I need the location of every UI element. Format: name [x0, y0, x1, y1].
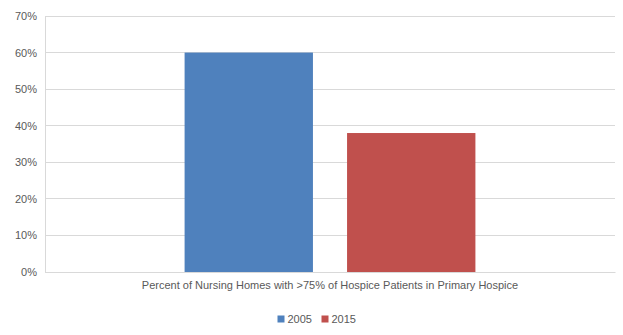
y-axis: 0% 10% 20% 30% 40% 50% 60% 70% — [15, 10, 46, 278]
legend-swatch — [322, 316, 329, 323]
bars — [185, 53, 476, 272]
grid-line — [45, 16, 615, 17]
grid-line — [45, 89, 615, 90]
y-tick: 20% — [15, 193, 45, 205]
y-tick: 10% — [15, 229, 45, 241]
y-tick: 50% — [15, 83, 45, 95]
legend: 2005 2015 — [278, 313, 356, 325]
grid-line — [45, 125, 615, 126]
y-tick-label: 50% — [15, 83, 37, 95]
y-tick: 60% — [15, 47, 45, 59]
legend-label: 2005 — [288, 313, 312, 325]
bar — [185, 53, 313, 272]
y-tick: 40% — [15, 120, 45, 132]
y-tick-label: 0% — [21, 266, 37, 278]
grid — [45, 16, 615, 272]
y-tick: 70% — [15, 10, 45, 22]
x-tick-label: Percent of Nursing Homes with >75% of Ho… — [142, 279, 518, 291]
y-tick-label: 10% — [15, 229, 37, 241]
grid-line — [45, 235, 615, 236]
grid-line — [45, 272, 615, 273]
y-axis-line — [45, 17, 46, 273]
bar — [347, 133, 475, 272]
grid-line — [45, 162, 615, 163]
legend-item: 2015 — [322, 313, 356, 325]
y-tick-label: 30% — [15, 156, 37, 168]
bar-series — [347, 133, 475, 272]
legend-item: 2005 — [278, 313, 312, 325]
chart-svg: 0% 10% 20% 30% 40% 50% 60% 70% Percent of Nursin… — [0, 0, 623, 335]
grid-line — [45, 198, 615, 199]
chart-container: 0% 10% 20% 30% 40% 50% 60% 70% Percent of Nursin… — [0, 0, 623, 335]
y-tick-label: 70% — [15, 10, 37, 22]
x-axis-line — [46, 272, 616, 273]
y-tick: 30% — [15, 156, 45, 168]
grid-line — [45, 52, 615, 53]
y-tick-label: 40% — [15, 120, 37, 132]
x-tick: Percent of Nursing Homes with >75% of Ho… — [142, 272, 518, 291]
plot-area: 0% 10% 20% 30% 40% 50% 60% 70% Percent of Nursin… — [15, 10, 616, 291]
y-tick-label: 60% — [15, 47, 37, 59]
legend-swatch — [278, 316, 285, 323]
legend-label: 2015 — [332, 313, 356, 325]
y-tick: 0% — [21, 266, 45, 278]
y-tick-label: 20% — [15, 193, 37, 205]
x-axis: Percent of Nursing Homes with >75% of Ho… — [46, 272, 616, 291]
bar-series — [185, 53, 313, 272]
